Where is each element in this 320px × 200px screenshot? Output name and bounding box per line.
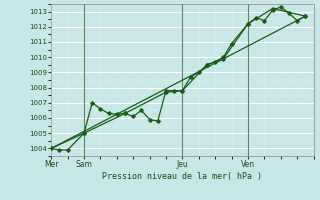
X-axis label: Pression niveau de la mer( hPa ): Pression niveau de la mer( hPa ) (102, 172, 262, 181)
